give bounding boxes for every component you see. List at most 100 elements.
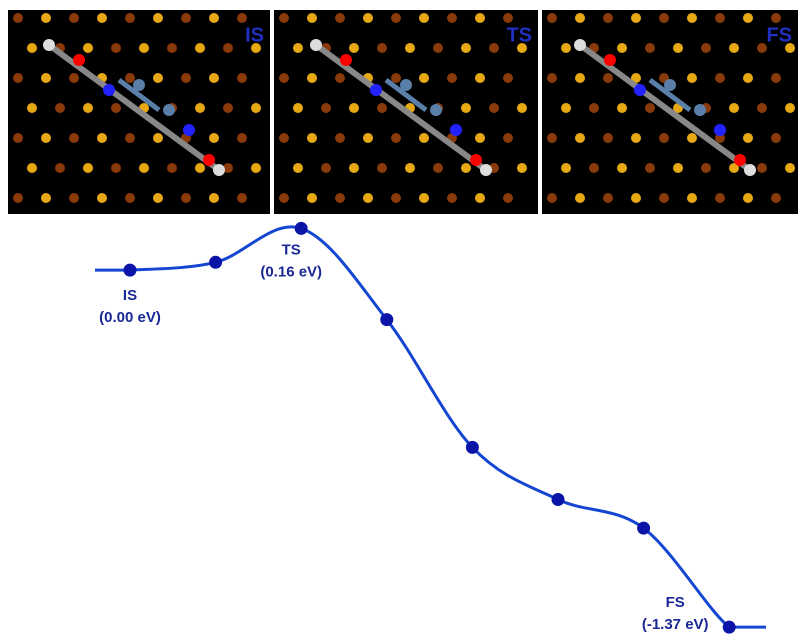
atom — [183, 124, 195, 136]
atom — [673, 43, 683, 53]
atom — [645, 103, 655, 113]
atom — [687, 133, 697, 143]
atom — [659, 133, 669, 143]
atom — [743, 193, 753, 203]
atom — [139, 163, 149, 173]
atom — [213, 164, 225, 176]
atom — [237, 73, 247, 83]
atom — [153, 193, 163, 203]
atom — [125, 73, 135, 83]
atom — [517, 103, 527, 113]
atom — [547, 13, 557, 23]
atom — [687, 193, 697, 203]
atom — [363, 133, 373, 143]
atom — [181, 13, 191, 23]
atom — [251, 163, 261, 173]
atom — [575, 13, 585, 23]
atom — [475, 13, 485, 23]
atom — [503, 133, 513, 143]
atom — [377, 163, 387, 173]
atom — [561, 103, 571, 113]
atom — [561, 43, 571, 53]
atom — [83, 43, 93, 53]
atom — [349, 163, 359, 173]
atom — [133, 79, 145, 91]
atom — [503, 13, 513, 23]
atom — [771, 73, 781, 83]
atom — [209, 73, 219, 83]
atom — [547, 133, 557, 143]
atom — [405, 163, 415, 173]
atom — [209, 193, 219, 203]
atom — [603, 133, 613, 143]
atom — [195, 103, 205, 113]
atom — [195, 163, 205, 173]
atom — [447, 193, 457, 203]
state-label: IS — [123, 287, 137, 304]
atom — [743, 13, 753, 23]
atom — [729, 43, 739, 53]
energy-label: (0.00 eV) — [99, 309, 161, 326]
atom — [634, 84, 646, 96]
atom — [433, 163, 443, 173]
energy-label: (-1.37 eV) — [642, 616, 709, 633]
atom — [111, 103, 121, 113]
atom — [83, 103, 93, 113]
atom — [321, 103, 331, 113]
atom — [391, 193, 401, 203]
atom — [603, 13, 613, 23]
atom — [575, 133, 585, 143]
atom — [377, 103, 387, 113]
atom — [103, 84, 115, 96]
state-point — [295, 222, 308, 235]
state-point — [380, 313, 393, 326]
atom — [363, 193, 373, 203]
atom — [547, 73, 557, 83]
atom — [589, 163, 599, 173]
atom — [307, 13, 317, 23]
atom — [771, 133, 781, 143]
atom — [223, 103, 233, 113]
atom — [430, 104, 442, 116]
atom — [645, 163, 655, 173]
atom — [450, 124, 462, 136]
atom — [447, 73, 457, 83]
atom — [447, 13, 457, 23]
atom — [604, 54, 616, 66]
atom — [785, 163, 795, 173]
atom — [419, 193, 429, 203]
atom — [97, 13, 107, 23]
atom — [503, 73, 513, 83]
atom — [694, 104, 706, 116]
atom — [687, 73, 697, 83]
panel-label: TS — [506, 24, 532, 46]
atom — [209, 133, 219, 143]
atom — [391, 133, 401, 143]
atom — [664, 79, 676, 91]
atom — [97, 193, 107, 203]
atom — [335, 73, 345, 83]
panel-label: FS — [766, 24, 792, 46]
atom — [279, 133, 289, 143]
atom — [603, 193, 613, 203]
atom — [370, 84, 382, 96]
atom — [645, 43, 655, 53]
atom — [349, 103, 359, 113]
atom — [167, 163, 177, 173]
atom — [757, 163, 767, 173]
atom — [701, 43, 711, 53]
atom — [237, 133, 247, 143]
atom — [321, 163, 331, 173]
atom — [603, 73, 613, 83]
atom — [475, 73, 485, 83]
atom — [335, 13, 345, 23]
atom — [489, 103, 499, 113]
atom — [41, 193, 51, 203]
atom — [617, 103, 627, 113]
atom — [419, 73, 429, 83]
atom — [55, 103, 65, 113]
structure-panels: IS TS FS — [8, 10, 798, 214]
atom — [195, 43, 205, 53]
panel-label: IS — [245, 24, 264, 46]
atom — [743, 73, 753, 83]
